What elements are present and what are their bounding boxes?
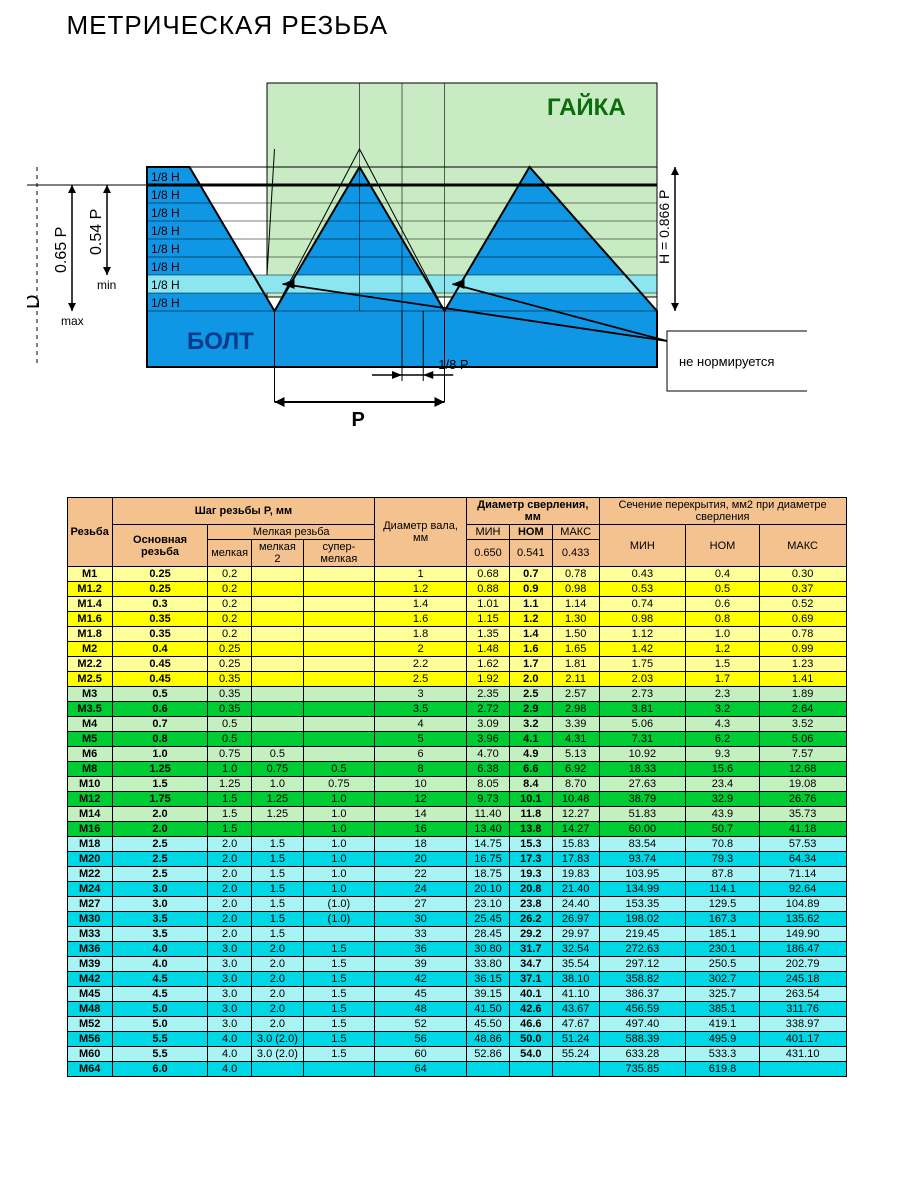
table-row: M14 2.0 1.51.251.0 14 11.4011.812.27 51.…: [67, 807, 846, 822]
svg-text:БОЛТ: БОЛТ: [187, 328, 254, 355]
table-row: M4 0.7 0.5 4 3.093.23.39 5.064.33.52: [67, 717, 846, 732]
page-title: МЕТРИЧЕСКАЯ РЕЗЬБА: [67, 10, 887, 41]
table-row: M12 1.75 1.51.251.0 12 9.7310.110.48 38.…: [67, 792, 846, 807]
svg-text:0.54 P: 0.54 P: [88, 209, 105, 255]
svg-text:ГАЙКА: ГАЙКА: [547, 93, 626, 121]
table-row: M6 1.0 0.750.5 6 4.704.95.13 10.929.37.5…: [67, 747, 846, 762]
table-row: M3 0.5 0.35 3 2.352.52.57 2.732.31.89: [67, 687, 846, 702]
col-drill-max: МАКС: [552, 525, 599, 540]
svg-text:1/8 H: 1/8 H: [151, 296, 180, 310]
table-row: M16 2.0 1.51.0 16 13.4013.814.27 60.0050…: [67, 822, 846, 837]
col-drill-min: МИН: [467, 525, 510, 540]
thread-table: Резьба Шаг резьбы P, мм Диаметр вала, мм…: [67, 497, 847, 1077]
table-row: M24 3.0 2.01.51.0 24 20.1020.821.40 134.…: [67, 882, 846, 897]
col-pitch-main: Основная резьба: [112, 525, 207, 567]
col-ov-min: МИН: [599, 525, 686, 567]
col-overlap-group: Сечение перекрытия, мм2 при диаметре све…: [599, 498, 846, 525]
table-row: M60 5.5 4.03.0 (2.0)1.5 60 52.8654.055.2…: [67, 1047, 846, 1062]
table-row: M2.5 0.45 0.35 2.5 1.922.02.11 2.031.71.…: [67, 672, 846, 687]
table-row: M45 4.5 3.02.01.5 45 39.1540.141.10 386.…: [67, 987, 846, 1002]
table-row: M18 2.5 2.01.51.0 18 14.7515.315.83 83.5…: [67, 837, 846, 852]
table-row: M33 3.5 2.01.5 33 28.4529.229.97 219.451…: [67, 927, 846, 942]
table-row: M48 5.0 3.02.01.5 48 41.5042.643.67 456.…: [67, 1002, 846, 1017]
table-row: M39 4.0 3.02.01.5 39 33.8034.735.54 297.…: [67, 957, 846, 972]
svg-text:1/8 H: 1/8 H: [151, 170, 180, 184]
svg-text:0.65 P: 0.65 P: [53, 227, 70, 273]
thread-diagram: 1/8 H 1/8 H 1/8 H 1/8 H 1/8 H 1/8 H 1/8 H 1/8 H…: [27, 47, 807, 467]
col-fine1: мелкая: [208, 540, 252, 567]
svg-text:1/8 H: 1/8 H: [151, 188, 180, 202]
table-row: M10 1.5 1.251.00.75 10 8.058.48.70 27.63…: [67, 777, 846, 792]
table-row: M20 2.5 2.01.51.0 20 16.7517.317.83 93.7…: [67, 852, 846, 867]
table-row: M36 4.0 3.02.01.5 36 30.8031.732.54 272.…: [67, 942, 846, 957]
table-row: M1 0.25 0.2 1 0.680.70.78 0.430.40.30: [67, 567, 846, 582]
col-shaft: Диаметр вала, мм: [375, 498, 467, 567]
table-row: M27 3.0 2.01.5(1.0) 27 23.1023.824.40 15…: [67, 897, 846, 912]
svg-text:1/8 H: 1/8 H: [151, 206, 180, 220]
table-row: M1.6 0.35 0.2 1.6 1.151.21.30 0.980.80.6…: [67, 612, 846, 627]
svg-text:1/8 H: 1/8 H: [151, 278, 180, 292]
svg-text:min: min: [97, 278, 116, 292]
table-row: M3.5 0.6 0.35 3.5 2.722.92.98 3.813.22.6…: [67, 702, 846, 717]
table-row: M22 2.5 2.01.51.0 22 18.7519.319.83 103.…: [67, 867, 846, 882]
col-drill-group: Диаметр сверления, мм: [467, 498, 599, 525]
col-fine-group: Мелкая резьба: [208, 525, 375, 540]
svg-text:max: max: [61, 314, 84, 328]
svg-text:1/8 H: 1/8 H: [151, 242, 180, 256]
col-drill-sub-nom: 0.541: [509, 540, 552, 567]
table-row: M2 0.4 0.25 2 1.481.61.65 1.421.20.99: [67, 642, 846, 657]
col-pitch-group: Шаг резьбы P, мм: [112, 498, 374, 525]
svg-text:H = 0.866 P: H = 0.866 P: [656, 190, 672, 264]
table-row: M42 4.5 3.02.01.5 42 36.1537.138.10 358.…: [67, 972, 846, 987]
table-row: M1.2 0.25 0.2 1.2 0.880.90.98 0.530.50.3…: [67, 582, 846, 597]
svg-text:1/8 H: 1/8 H: [151, 224, 180, 238]
svg-text:не нормируется: не нормируется: [679, 354, 774, 369]
col-drill-sub-min: 0.650: [467, 540, 510, 567]
col-ov-nom: НОМ: [686, 525, 760, 567]
col-drill-sub-max: 0.433: [552, 540, 599, 567]
col-fine2: мелкая 2: [252, 540, 304, 567]
col-thread: Резьба: [67, 498, 112, 567]
table-row: M1.8 0.35 0.2 1.8 1.351.41.50 1.121.00.7…: [67, 627, 846, 642]
table-row: M8 1.25 1.00.750.5 8 6.386.66.92 18.3315…: [67, 762, 846, 777]
table-row: M52 5.0 3.02.01.5 52 45.5046.647.67 497.…: [67, 1017, 846, 1032]
svg-text:P: P: [351, 409, 364, 431]
svg-text:1/8 H: 1/8 H: [151, 260, 180, 274]
table-row: M2.2 0.45 0.25 2.2 1.621.71.81 1.751.51.…: [67, 657, 846, 672]
svg-text:D: D: [27, 295, 44, 309]
table-row: M5 0.8 0.5 5 3.964.14.31 7.316.25.06: [67, 732, 846, 747]
table-row: M64 6.0 4.0 64 735.85619.8: [67, 1062, 846, 1077]
table-row: M1.4 0.3 0.2 1.4 1.011.11.14 0.740.60.52: [67, 597, 846, 612]
table-row: M30 3.5 2.01.5(1.0) 30 25.4526.226.97 19…: [67, 912, 846, 927]
col-ov-max: МАКС: [759, 525, 846, 567]
table-row: M56 5.5 4.03.0 (2.0)1.5 56 48.8650.051.2…: [67, 1032, 846, 1047]
col-drill-nom: НОМ: [509, 525, 552, 540]
col-fine3: супер-мелкая: [303, 540, 374, 567]
svg-text:1/8 P: 1/8 P: [438, 357, 468, 372]
